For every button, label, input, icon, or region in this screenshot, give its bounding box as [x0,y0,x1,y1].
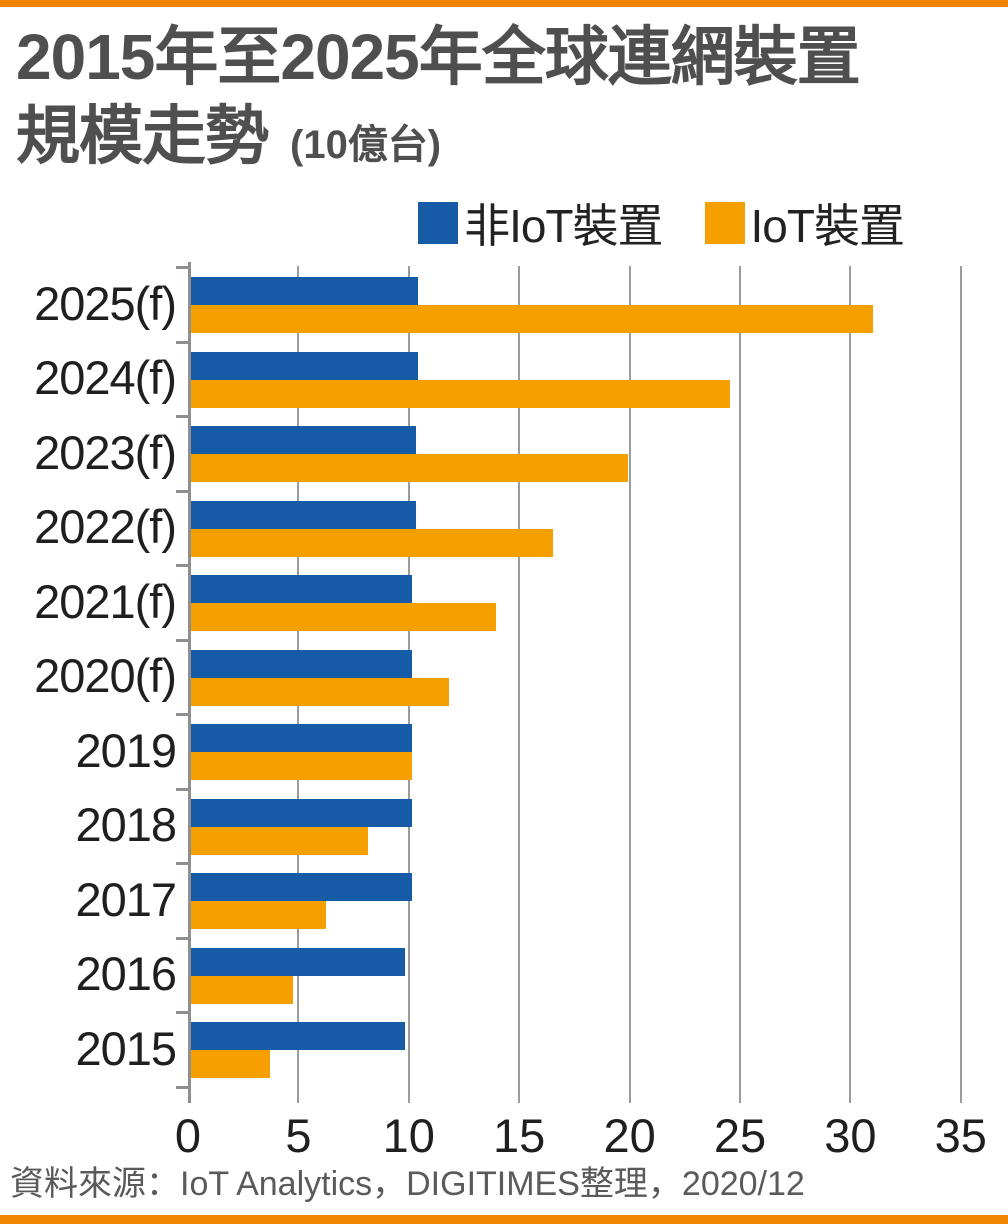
bar-iot-2023f [191,454,628,482]
page-title: 2015年至2025年全球連網裝置 規模走勢 (10億台) [16,18,861,185]
bar-non-iot-2018 [191,798,412,827]
x-axis-label: 15 [493,1109,546,1162]
y-axis-label: 2023(f) [34,425,177,479]
bar-iot-2019 [191,752,412,780]
y-axis-label: 2025(f) [34,276,177,330]
y-axis-tick [176,1086,189,1089]
x-axis-label: 30 [824,1109,877,1162]
x-axis-label: 35 [934,1109,987,1162]
bar-non-iot-2020f [191,649,412,678]
bar-iot-2024f [191,379,730,408]
y-axis-tick [176,490,189,493]
gridline [739,266,741,1103]
y-axis-tick [176,341,189,344]
chart-legend: 非IoT裝置 IoT裝置 [0,198,905,252]
y-axis-tick [176,862,189,865]
y-axis-tick [176,415,189,418]
bar-non-iot-2023f [191,426,416,454]
bar-iot-2021f [191,603,496,631]
gridline [518,266,520,1103]
bar-non-iot-2015 [191,1022,405,1050]
bar-non-iot-2019 [191,724,412,752]
x-axis-label: 20 [603,1109,656,1162]
legend-swatch-non-iot [418,202,459,244]
bar-non-iot-2025f [191,277,418,305]
y-axis-label: 2018 [75,798,177,852]
bar-iot-2025f [191,305,873,333]
y-axis-tick [176,788,189,791]
bar-iot-2018 [191,826,368,855]
gridline [849,266,851,1103]
legend-item-non-iot: 非IoT裝置 [418,190,664,256]
source-note: 資料來源：IoT Analytics，DIGITIMES整理，2020/12 [10,1165,805,1203]
x-axis-label: 10 [382,1109,435,1162]
y-axis-tick [176,1011,189,1014]
bar-iot-2020f [191,677,449,706]
y-axis-label: 2016 [75,947,177,1001]
y-axis-tick [176,937,189,940]
y-axis-label: 2017 [75,872,177,926]
bar-iot-2016 [191,975,293,1004]
bar-non-iot-2024f [191,351,418,380]
x-axis-label: 0 [174,1109,202,1162]
bar-iot-2022f [191,528,553,557]
gridline [960,266,962,1103]
bar-non-iot-2017 [191,873,412,901]
gridline [629,266,631,1103]
y-axis-label: 2022(f) [34,500,177,554]
legend-swatch-iot [704,202,745,244]
bar-iot-2015 [191,1050,270,1078]
page-title-unit: (10億台) [290,123,442,167]
y-axis-tick [176,564,189,567]
y-axis-label: 2024(f) [34,351,177,405]
bar-non-iot-2021f [191,575,412,603]
y-axis-tick [176,639,189,642]
y-axis-label: 2021(f) [34,574,177,628]
y-axis-label: 2020(f) [34,649,177,703]
x-axis-label: 25 [713,1109,767,1162]
bar-non-iot-2022f [191,500,416,529]
y-axis-label: 2019 [75,723,177,777]
legend-item-iot: IoT裝置 [704,190,905,256]
y-axis-tick [176,266,189,269]
page-title-line1: 2015年至2025年全球連網裝置 [16,21,861,93]
bottom-accent-stripe [0,1215,1008,1224]
legend-label-iot: IoT裝置 [750,200,905,252]
legend-label-non-iot: 非IoT裝置 [464,200,663,252]
y-axis-label: 2015 [75,1021,177,1075]
y-axis-line [188,262,191,1103]
bar-iot-2017 [191,901,326,929]
x-axis-label: 5 [285,1109,312,1162]
bar-non-iot-2016 [191,947,405,976]
y-axis-tick [176,713,189,716]
page-title-line2: 規模走勢 [16,100,269,172]
top-accent-stripe [0,0,1008,7]
